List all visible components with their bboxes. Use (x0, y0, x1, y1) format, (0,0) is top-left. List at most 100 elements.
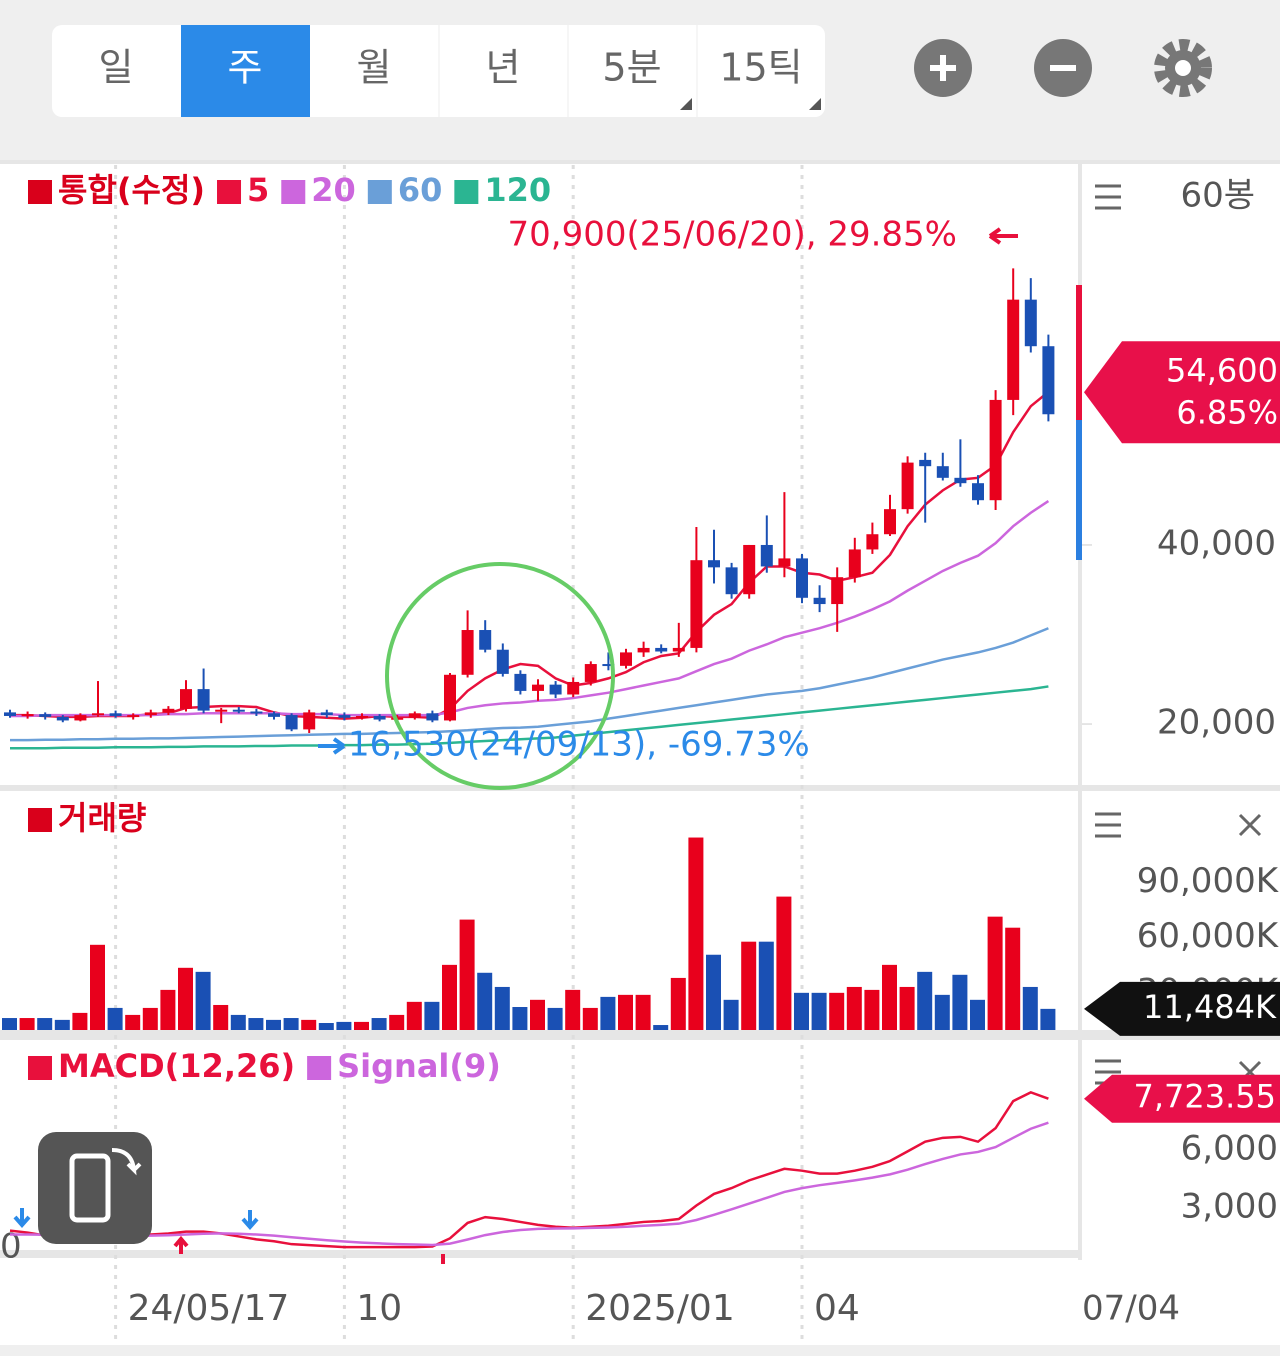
volume-bar (19, 1018, 35, 1030)
volume-bar (266, 1019, 281, 1030)
legend-swatch (28, 808, 52, 832)
y-tick-label: 40,000 (1157, 523, 1276, 563)
volume-bar (829, 992, 845, 1030)
macd-tag-label: 7,723.55 (1134, 1078, 1277, 1116)
volume-bar (917, 971, 933, 1030)
price-tag-change: 6.85% (1176, 393, 1278, 431)
y-tick-label: 6,000 (1181, 1129, 1278, 1169)
candle-body (743, 544, 756, 595)
volume-bar (600, 996, 616, 1030)
candle-body (584, 664, 597, 682)
volume-bar (354, 1021, 369, 1030)
high-annotation: 70,900(25/06/20), 29.85% (508, 215, 957, 255)
range-bar (1076, 420, 1082, 560)
y-tick-label: 20,000 (1157, 703, 1276, 743)
volume-bar (970, 999, 985, 1030)
volume-bar (758, 941, 774, 1030)
price-tag (1084, 341, 1280, 444)
volume-bar (846, 986, 862, 1030)
tab[interactable]: 주 (228, 46, 263, 90)
zoom-in[interactable] (914, 39, 972, 97)
candle-body (936, 466, 949, 478)
candle-body (919, 459, 932, 467)
candle-body (127, 715, 140, 718)
legend-label: 5 (247, 171, 269, 209)
volume-bar (1022, 986, 1038, 1030)
candle-body (144, 712, 157, 716)
candle-body (567, 681, 580, 695)
tab[interactable]: 월 (357, 46, 392, 90)
y-tick-label: 0 (0, 1227, 22, 1267)
volume-bar (37, 1018, 53, 1030)
zoom-out[interactable] (1034, 39, 1092, 97)
tab[interactable]: 년 (486, 46, 521, 90)
volume-bar (477, 972, 493, 1030)
moving-average (10, 500, 1050, 718)
volume-tag (1084, 981, 1280, 1036)
candle-body (320, 712, 333, 716)
volume-bar (54, 1019, 70, 1030)
y-tick-label: 90,000K (1137, 861, 1280, 901)
candle-body (989, 399, 1002, 501)
candle-body (338, 715, 351, 718)
candle-body (655, 647, 668, 652)
volume-bar (582, 1007, 598, 1030)
active-tab (181, 25, 310, 117)
volume-bar (459, 919, 475, 1030)
candle-body (162, 708, 175, 713)
candle-body (884, 509, 896, 535)
candle-body (373, 715, 386, 720)
candle-body (637, 647, 650, 653)
volume-bar (864, 989, 880, 1030)
candle-body (39, 714, 52, 717)
volume-bar (899, 986, 915, 1030)
candle-body (197, 689, 210, 711)
candle-body (479, 630, 492, 650)
divider (0, 785, 1280, 791)
volume-bar (406, 1001, 422, 1030)
axis-divider (1078, 160, 1082, 1260)
candle-body (109, 713, 122, 716)
candle-body (356, 715, 368, 718)
range-bar (1076, 285, 1082, 420)
legend-label: 거래량 (58, 799, 146, 837)
volume-bar (125, 1014, 141, 1030)
macd-line (10, 1121, 1049, 1247)
divider (0, 1345, 1280, 1356)
rotate-button[interactable] (38, 1132, 152, 1244)
volume-bar (653, 1025, 669, 1030)
tab[interactable]: 15틱 (719, 46, 802, 90)
volume-bar (776, 896, 792, 1030)
volume-bar (635, 994, 651, 1030)
tab-more (809, 98, 821, 110)
x-tick-label: 2025/01 (585, 1288, 735, 1329)
candle-body (514, 673, 527, 691)
candle-body (690, 560, 703, 648)
volume-bar (336, 1021, 352, 1030)
candle-body (268, 713, 280, 717)
candle-body (813, 597, 826, 605)
tab[interactable]: 5분 (602, 46, 661, 90)
candle-body (760, 544, 773, 567)
candle-body (901, 462, 914, 510)
settings[interactable] (1154, 39, 1212, 97)
volume-bar (723, 999, 739, 1030)
volume-bar (371, 1018, 387, 1030)
y-tick-label: 60,000K (1137, 916, 1280, 956)
volume-bar (90, 944, 105, 1030)
candle-body (408, 713, 421, 718)
legend-swatch (307, 1056, 332, 1080)
candle-body (232, 709, 245, 712)
tab[interactable]: 일 (99, 46, 134, 90)
macd-line (9, 1091, 1049, 1249)
volume-bar (107, 1007, 123, 1030)
volume-bar (442, 964, 457, 1030)
candle-body (708, 560, 720, 568)
x-tick-label: 10 (356, 1288, 402, 1329)
volume-bar (618, 994, 633, 1030)
x-tick-label: 04 (814, 1288, 860, 1329)
candle-body (549, 684, 562, 695)
candle-body (532, 684, 544, 691)
